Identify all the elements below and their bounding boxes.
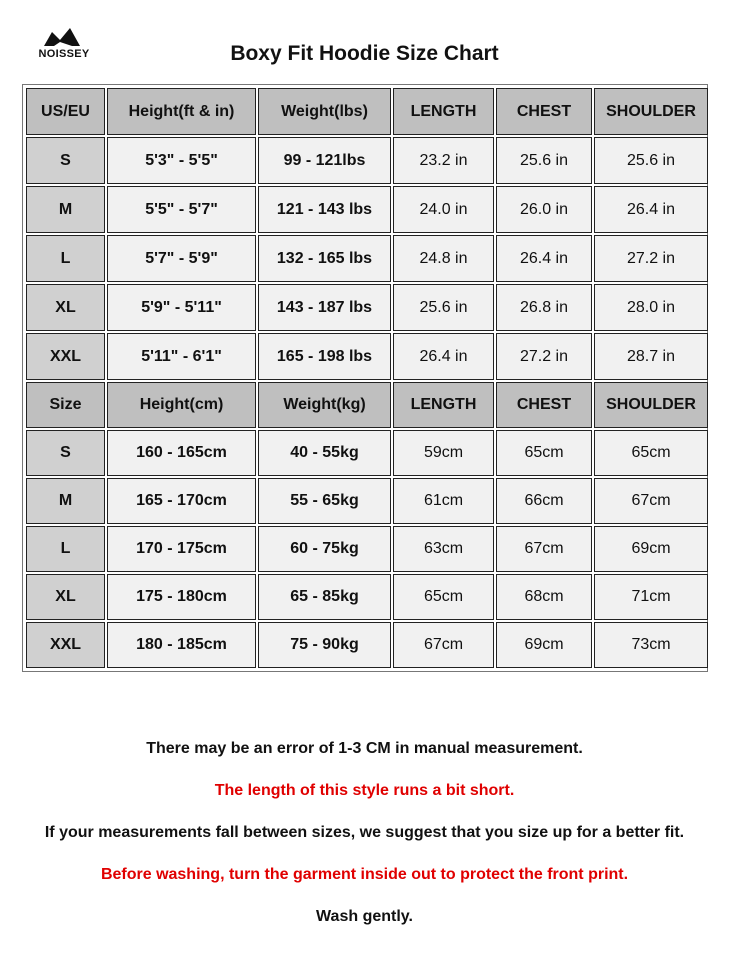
table-cell: 67cm bbox=[594, 478, 708, 524]
table-cell: 67cm bbox=[393, 622, 494, 668]
metric-table-row: S 160 - 165cm 40 - 55kg 59cm 65cm 65cm bbox=[26, 430, 708, 476]
table-cell: 66cm bbox=[496, 478, 592, 524]
table-cell: 75 - 90kg bbox=[258, 622, 391, 668]
metric-header-cell: Weight(kg) bbox=[258, 382, 391, 428]
table-cell: 73cm bbox=[594, 622, 708, 668]
table-cell: 26.4 in bbox=[393, 333, 494, 380]
imperial-header-cell: CHEST bbox=[496, 88, 592, 135]
table-cell: 69cm bbox=[496, 622, 592, 668]
metric-header-cell: Size bbox=[26, 382, 105, 428]
table-cell: 23.2 in bbox=[393, 137, 494, 184]
table-cell: 143 - 187 lbs bbox=[258, 284, 391, 331]
table-cell: 55 - 65kg bbox=[258, 478, 391, 524]
table-cell: 26.0 in bbox=[496, 186, 592, 233]
imperial-table-row: S 5'3" - 5'5" 99 - 121lbs 23.2 in 25.6 in 25.… bbox=[26, 137, 708, 184]
table-cell: 28.7 in bbox=[594, 333, 708, 380]
table-cell: 25.6 in bbox=[496, 137, 592, 184]
size-cell: XL bbox=[26, 574, 105, 620]
metric-header-cell: CHEST bbox=[496, 382, 592, 428]
imperial-header-cell: LENGTH bbox=[393, 88, 494, 135]
table-cell: 59cm bbox=[393, 430, 494, 476]
table-cell: 71cm bbox=[594, 574, 708, 620]
table-cell: 67cm bbox=[496, 526, 592, 572]
imperial-header-row: US/EU Height(ft & in) Weight(lbs) LENGTH CHE… bbox=[26, 88, 708, 135]
imperial-header-cell: Height(ft & in) bbox=[107, 88, 256, 135]
metric-table-row: M 165 - 170cm 55 - 65kg 61cm 66cm 67cm bbox=[26, 478, 708, 524]
imperial-header-cell: SHOULDER bbox=[594, 88, 708, 135]
table-cell: 5'9" - 5'11" bbox=[107, 284, 256, 331]
metric-header-cell: LENGTH bbox=[393, 382, 494, 428]
table-cell: 27.2 in bbox=[496, 333, 592, 380]
size-chart-table: US/EU Height(ft & in) Weight(lbs) LENGTH CHE… bbox=[22, 84, 708, 672]
table-cell: 5'3" - 5'5" bbox=[107, 137, 256, 184]
table-cell: 26.8 in bbox=[496, 284, 592, 331]
brand-name: NOISSEY bbox=[38, 48, 90, 60]
table-cell: 121 - 143 lbs bbox=[258, 186, 391, 233]
table-cell: 170 - 175cm bbox=[107, 526, 256, 572]
page-title: Boxy Fit Hoodie Size Chart bbox=[230, 42, 499, 65]
table-cell: 25.6 in bbox=[393, 284, 494, 331]
table-cell: 61cm bbox=[393, 478, 494, 524]
table-cell: 63cm bbox=[393, 526, 494, 572]
table-cell: 99 - 121lbs bbox=[258, 137, 391, 184]
table-cell: 180 - 185cm bbox=[107, 622, 256, 668]
metric-table-row: XL 175 - 180cm 65 - 85kg 65cm 68cm 71cm bbox=[26, 574, 708, 620]
size-cell: S bbox=[26, 430, 105, 476]
note-line: There may be an error of 1-3 CM in manua… bbox=[146, 740, 583, 757]
table-cell: 5'7" - 5'9" bbox=[107, 235, 256, 282]
table-cell: 40 - 55kg bbox=[258, 430, 391, 476]
note-line: Wash gently. bbox=[316, 908, 413, 925]
table-cell: 65cm bbox=[496, 430, 592, 476]
table-cell: 26.4 in bbox=[594, 186, 708, 233]
table-cell: 60 - 75kg bbox=[258, 526, 391, 572]
size-cell: M bbox=[26, 478, 105, 524]
imperial-table-row: XL 5'9" - 5'11" 143 - 187 lbs 25.6 in 26.8 i… bbox=[26, 284, 708, 331]
imperial-header-cell: US/EU bbox=[26, 88, 105, 135]
note-line: If your measurements fall between sizes,… bbox=[44, 824, 685, 841]
metric-table-row: L 170 - 175cm 60 - 75kg 63cm 67cm 69cm bbox=[26, 526, 708, 572]
size-cell: XXL bbox=[26, 622, 105, 668]
table-cell: 28.0 in bbox=[594, 284, 708, 331]
table-cell: 25.6 in bbox=[594, 137, 708, 184]
size-cell: S bbox=[26, 137, 105, 184]
metric-header-cell: Height(cm) bbox=[107, 382, 256, 428]
imperial-table-row: XXL 5'11" - 6'1" 165 - 198 lbs 26.4 in 27.2 … bbox=[26, 333, 708, 380]
imperial-table-row: L 5'7" - 5'9" 132 - 165 lbs 24.8 in 26.4 in 2… bbox=[26, 235, 708, 282]
table-cell: 165 - 170cm bbox=[107, 478, 256, 524]
note-line: Before washing, turn the garment inside … bbox=[100, 866, 629, 883]
size-cell: XL bbox=[26, 284, 105, 331]
table-cell: 68cm bbox=[496, 574, 592, 620]
size-cell: XXL bbox=[26, 333, 105, 380]
table-cell: 160 - 165cm bbox=[107, 430, 256, 476]
table-cell: 5'5" - 5'7" bbox=[107, 186, 256, 233]
table-cell: 24.8 in bbox=[393, 235, 494, 282]
brand-logo: NOISSEY bbox=[28, 26, 100, 60]
metric-table-row: XXL 180 - 185cm 75 - 90kg 67cm 69cm 73cm bbox=[26, 622, 708, 668]
size-cell: L bbox=[26, 526, 105, 572]
imperial-table-row: M 5'5" - 5'7" 121 - 143 lbs 24.0 in 26.0 in 2… bbox=[26, 186, 708, 233]
table-cell: 27.2 in bbox=[594, 235, 708, 282]
table-cell: 5'11" - 6'1" bbox=[107, 333, 256, 380]
table-cell: 165 - 198 lbs bbox=[258, 333, 391, 380]
table-cell: 65cm bbox=[594, 430, 708, 476]
imperial-header-cell: Weight(lbs) bbox=[258, 88, 391, 135]
table-cell: 26.4 in bbox=[496, 235, 592, 282]
note-line: The length of this style runs a bit shor… bbox=[214, 782, 515, 799]
size-cell: L bbox=[26, 235, 105, 282]
table-cell: 69cm bbox=[594, 526, 708, 572]
brand-logo-icon bbox=[44, 28, 80, 46]
notes: There may be an error of 1-3 CM in manua… bbox=[0, 736, 729, 946]
table-cell: 65cm bbox=[393, 574, 494, 620]
table-cell: 132 - 165 lbs bbox=[258, 235, 391, 282]
table-cell: 175 - 180cm bbox=[107, 574, 256, 620]
metric-header-row: Size Height(cm) Weight(kg) LENGTH CHEST SHOUL… bbox=[26, 382, 708, 428]
table-cell: 65 - 85kg bbox=[258, 574, 391, 620]
metric-header-cell: SHOULDER bbox=[594, 382, 708, 428]
table-cell: 24.0 in bbox=[393, 186, 494, 233]
size-cell: M bbox=[26, 186, 105, 233]
